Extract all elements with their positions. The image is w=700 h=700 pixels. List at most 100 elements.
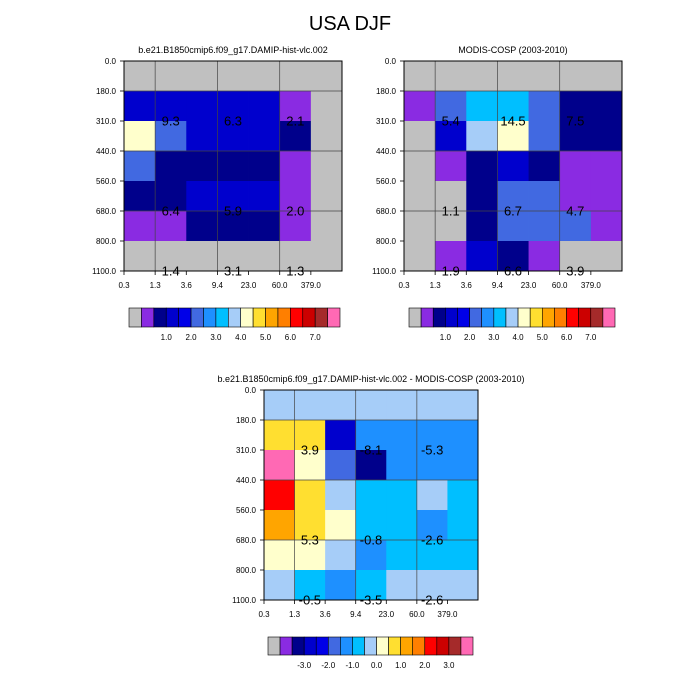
- heatmap-cell: [404, 91, 436, 122]
- panel-3: b.e21.B1850cmip6.f09_g17.DAMIP-hist-vlc.…: [218, 374, 525, 670]
- colorbar-swatch: [388, 636, 401, 656]
- colorbar-swatch: [314, 307, 328, 328]
- colorbar-label: 2.0: [185, 333, 197, 342]
- heatmap-cell: [497, 121, 529, 152]
- heatmap-cell: [248, 121, 281, 152]
- heatmap-cell: [590, 151, 623, 182]
- panel-1: b.e21.B1850cmip6.f09_g17.DAMIP-hist-vlc.…: [92, 45, 343, 342]
- colorbar-swatch: [265, 307, 279, 328]
- heatmap-cell: [279, 121, 312, 152]
- colorbar-swatch: [190, 307, 204, 328]
- heatmap-cell: [310, 151, 343, 182]
- heatmap-cell: [325, 540, 357, 571]
- heatmap-cell: [404, 121, 436, 152]
- heatmap-cell: [325, 570, 357, 601]
- heatmap-cell: [155, 91, 187, 122]
- colorbar-swatch: [505, 307, 519, 328]
- heatmap-cell: [310, 61, 343, 92]
- heatmap-cell: [590, 181, 623, 212]
- heatmap-cell: [264, 540, 295, 571]
- colorbar-swatch: [165, 307, 179, 328]
- heatmap-cell: [264, 510, 295, 541]
- heatmap-cell: [155, 61, 187, 92]
- heatmap-cell: [386, 390, 418, 421]
- heatmap-cell: [466, 241, 498, 272]
- colorbar-swatch: [327, 307, 341, 328]
- heatmap-cell: [559, 241, 592, 272]
- x-tick-label: 0.3: [118, 281, 130, 290]
- y-tick-label: 0.0: [385, 57, 397, 66]
- heatmap-cell: [386, 480, 418, 511]
- colorbar-label: 3.0: [488, 333, 500, 342]
- heatmap-cell: [447, 570, 479, 601]
- cell-value-label: 7.5: [566, 114, 584, 129]
- heatmap-cell: [447, 450, 479, 481]
- heatmap-cell: [294, 540, 326, 571]
- cell-value-label: 5.4: [442, 114, 460, 129]
- plot-frame: [263, 389, 479, 601]
- heatmap-cell: [528, 121, 561, 152]
- heatmap-cell: [155, 211, 187, 242]
- heatmap-cell: [186, 91, 218, 122]
- heatmap-cell: [559, 91, 592, 122]
- heatmap-cell: [386, 450, 418, 481]
- heatmap-cell: [466, 91, 498, 122]
- y-tick-label: 180.0: [236, 416, 257, 425]
- y-tick-label: 310.0: [236, 446, 257, 455]
- heatmap-cell: [497, 61, 529, 92]
- plot-frame: [403, 60, 623, 272]
- heatmap-cell: [310, 211, 343, 242]
- colorbar-label: 6.0: [285, 333, 297, 342]
- y-tick-label: 0.0: [105, 57, 117, 66]
- x-tick-label: 9.4: [492, 281, 504, 290]
- y-tick-label: 310.0: [96, 117, 117, 126]
- cell-value-label: -2.6: [421, 593, 443, 608]
- colorbar-label: -3.0: [297, 661, 311, 670]
- heatmap-cell: [186, 211, 218, 242]
- heatmap-cell: [447, 480, 479, 511]
- heatmap-cell: [124, 61, 156, 92]
- heatmap-cell: [497, 181, 529, 212]
- heatmap-cell: [294, 390, 326, 421]
- heatmap-cell: [416, 420, 448, 451]
- heatmap-cell: [447, 510, 479, 541]
- colorbar-swatch: [178, 307, 192, 328]
- heatmap-cell: [124, 121, 156, 152]
- heatmap-cell: [404, 61, 436, 92]
- y-tick-label: 0.0: [245, 386, 257, 395]
- colorbar-label: 1.0: [440, 333, 452, 342]
- heatmap-cell: [590, 121, 623, 152]
- heatmap-cell: [279, 61, 312, 92]
- cell-value-label: 9.3: [162, 114, 180, 129]
- heatmap-cell: [310, 91, 343, 122]
- cell-value-label: 5.9: [224, 204, 242, 219]
- y-tick-label: 440.0: [236, 476, 257, 485]
- heatmap-cell: [325, 450, 357, 481]
- colorbar-swatch: [481, 307, 495, 328]
- heatmap-cell: [386, 540, 418, 571]
- heatmap-cell: [466, 211, 498, 242]
- heatmap-cell: [155, 151, 187, 182]
- heatmap-cell: [294, 570, 326, 601]
- y-tick-label: 560.0: [236, 506, 257, 515]
- heatmap-cell: [155, 121, 187, 152]
- heatmap-cell: [590, 211, 623, 242]
- heatmap-cell: [447, 390, 479, 421]
- heatmap-cell: [355, 390, 387, 421]
- cell-value-label: 3.9: [301, 443, 319, 458]
- heatmap-cell: [386, 570, 418, 601]
- colorbar-label: 4.0: [235, 333, 247, 342]
- colorbar-swatch: [436, 636, 450, 656]
- colorbar-swatch: [602, 307, 616, 328]
- heatmap-cell: [386, 510, 418, 541]
- colorbar-label: 1.0: [161, 333, 173, 342]
- cell-value-label: 1.9: [442, 264, 460, 279]
- colorbar: 1.0 2.0 3.0 4.0 5.0 6.0 7.0: [128, 307, 341, 342]
- cell-value-label: 1.4: [162, 264, 180, 279]
- heatmap-cell: [497, 91, 529, 122]
- heatmap-cell: [264, 480, 295, 511]
- colorbar-swatch: [303, 636, 317, 656]
- colorbar-label: 3.0: [443, 661, 455, 670]
- colorbar-label: 5.0: [537, 333, 549, 342]
- heatmap-cell: [497, 241, 529, 272]
